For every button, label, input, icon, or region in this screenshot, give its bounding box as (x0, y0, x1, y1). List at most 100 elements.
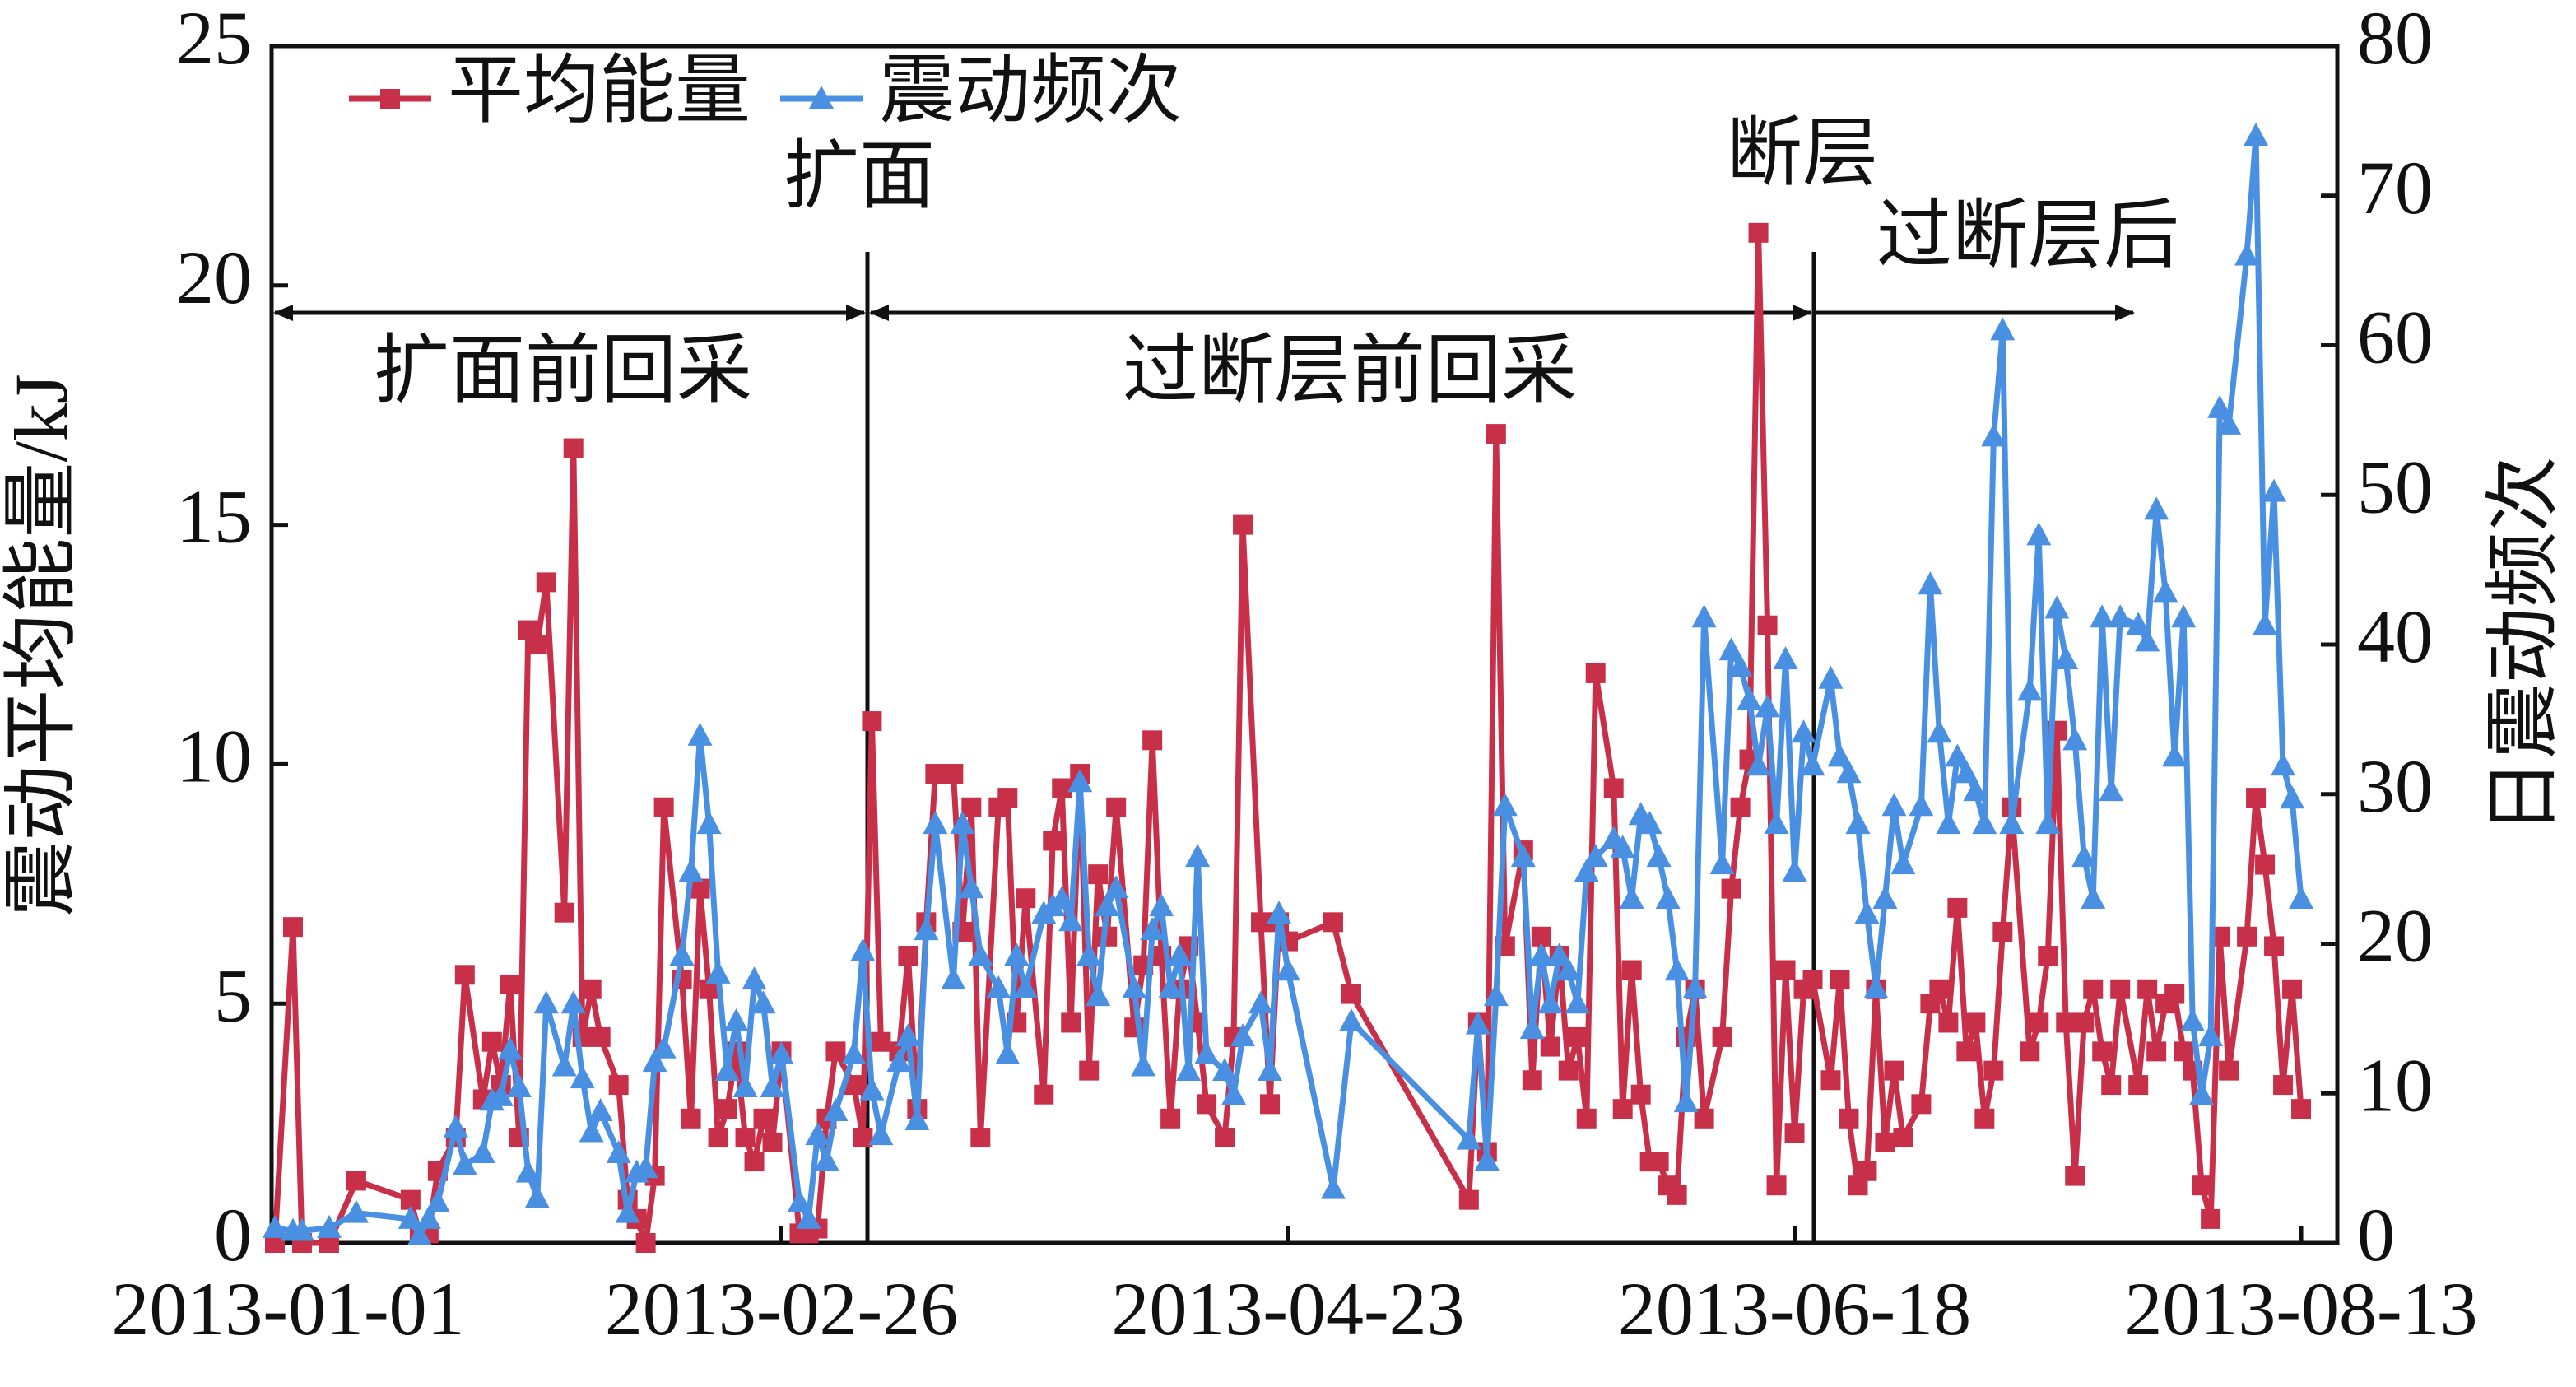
point (1682, 975, 1708, 999)
y-tick-label: 0 (214, 1193, 252, 1277)
point (1718, 637, 1744, 661)
point (744, 1152, 765, 1172)
point (760, 1073, 785, 1097)
point (1565, 990, 1590, 1014)
point (1881, 793, 1907, 817)
point (2174, 1041, 2194, 1062)
point (2162, 743, 2188, 767)
point (2255, 854, 2276, 875)
point (1013, 975, 1039, 999)
point (1546, 943, 1572, 966)
point (506, 1073, 532, 1097)
point (1782, 859, 1807, 882)
point (871, 1031, 891, 1052)
point (1458, 1189, 1479, 1210)
point (1016, 888, 1036, 909)
point (2044, 595, 2070, 619)
point (1122, 975, 1147, 999)
point (425, 1189, 450, 1212)
point (787, 1189, 812, 1212)
point (1212, 1057, 1238, 1081)
point (1528, 943, 1554, 966)
point (841, 1040, 867, 1064)
point (1818, 665, 1844, 689)
point (1067, 769, 1093, 793)
point (1884, 1060, 1904, 1081)
point (1637, 811, 1662, 835)
point (316, 1214, 342, 1238)
point (488, 1082, 514, 1106)
point (968, 943, 993, 966)
point (1820, 1070, 1841, 1091)
point (1086, 983, 1111, 1007)
point (995, 1040, 1021, 1064)
point (723, 1008, 749, 1032)
point (2180, 1008, 2206, 1032)
point (1721, 878, 1741, 899)
point (2201, 1208, 2221, 1229)
point (1963, 778, 1988, 802)
point (895, 1023, 921, 1047)
point (1945, 743, 1970, 767)
point (961, 797, 982, 817)
legend-marker (809, 86, 835, 109)
point (443, 1115, 468, 1138)
x-tick-label: 2013-02-26 (605, 1267, 958, 1351)
point (515, 1159, 541, 1183)
point (2289, 885, 2314, 909)
point (886, 1049, 912, 1073)
point (1965, 1012, 1986, 1033)
point (1748, 222, 1769, 243)
point (1058, 908, 1084, 932)
point (2189, 1082, 2215, 1105)
point (1929, 979, 1950, 999)
point (1911, 1094, 1932, 1115)
point (823, 1098, 849, 1122)
point (769, 1040, 794, 1064)
point (1875, 1132, 1895, 1152)
point (560, 990, 586, 1014)
point (904, 1106, 930, 1130)
point (1830, 970, 1850, 990)
point (796, 1205, 821, 1229)
point (1510, 844, 1536, 868)
point (1248, 990, 1274, 1014)
x-tick-label: 2013-04-23 (1111, 1267, 1464, 1351)
x-tick-label: 2013-01-01 (111, 1267, 464, 1351)
point (615, 1199, 640, 1223)
point (1230, 1023, 1256, 1047)
y-tick-label: 15 (176, 475, 252, 559)
point (1992, 921, 2013, 942)
point (1004, 943, 1030, 966)
point (2273, 1075, 2294, 1096)
point (850, 938, 876, 961)
point (1574, 859, 1599, 882)
point (1990, 317, 2016, 341)
point (579, 1119, 604, 1143)
point (1603, 778, 1624, 798)
point (1619, 885, 1644, 909)
point (1079, 1060, 1100, 1081)
point (606, 1139, 631, 1163)
point (1088, 864, 1109, 885)
point (1947, 897, 1968, 918)
point (690, 878, 710, 899)
point (2198, 1023, 2224, 1047)
point (1667, 1185, 1687, 1205)
point (633, 1155, 658, 1179)
point (1827, 743, 1853, 767)
point (914, 917, 939, 941)
point (2282, 979, 2303, 999)
point (1185, 844, 1211, 868)
point (1583, 844, 1608, 868)
y-tick-label: 10 (176, 714, 252, 798)
point (1863, 975, 1889, 999)
point (1585, 663, 1606, 683)
point (1610, 835, 1635, 859)
point (454, 965, 475, 985)
point (2246, 788, 2267, 808)
point (2164, 984, 2185, 1004)
point (708, 1128, 728, 1148)
point (2081, 885, 2106, 909)
point (1655, 885, 1681, 909)
